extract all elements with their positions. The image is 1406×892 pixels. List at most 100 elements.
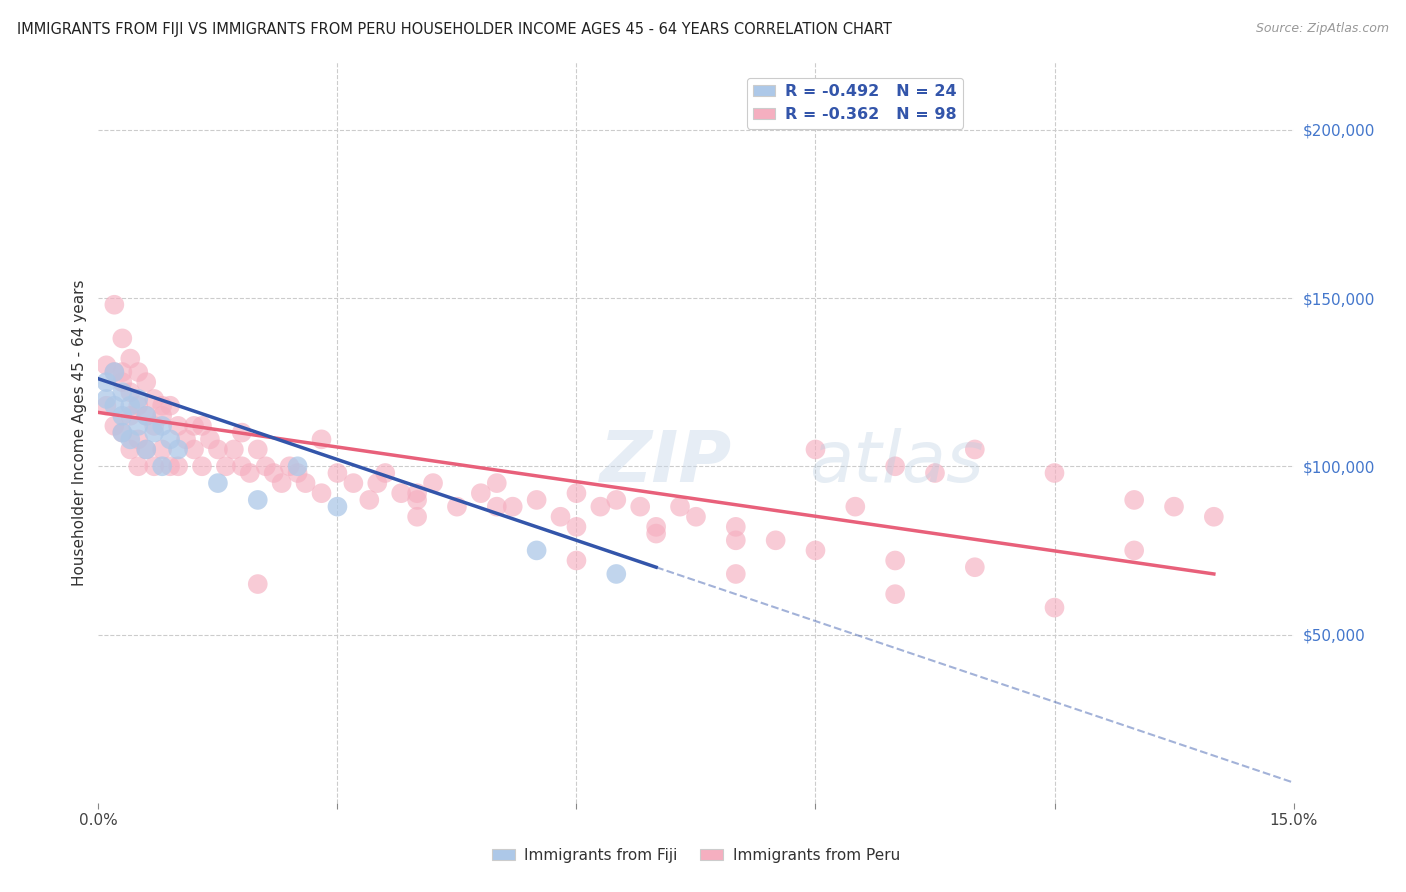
Point bbox=[167, 459, 190, 474]
Point bbox=[103, 365, 125, 379]
Point bbox=[127, 433, 149, 447]
Point bbox=[103, 399, 125, 413]
Point bbox=[470, 486, 492, 500]
Point bbox=[222, 442, 245, 457]
Point bbox=[844, 500, 866, 514]
Point bbox=[135, 442, 157, 457]
Text: IMMIGRANTS FROM FIJI VS IMMIGRANTS FROM PERU HOUSEHOLDER INCOME AGES 45 - 64 YEA: IMMIGRANTS FROM FIJI VS IMMIGRANTS FROM … bbox=[17, 22, 891, 37]
Point bbox=[135, 409, 157, 423]
Text: ZIP: ZIP bbox=[600, 428, 733, 497]
Point bbox=[174, 433, 197, 447]
Text: atlas: atlas bbox=[810, 428, 984, 497]
Point bbox=[724, 520, 747, 534]
Point bbox=[406, 492, 429, 507]
Point bbox=[374, 466, 396, 480]
Point bbox=[804, 442, 827, 457]
Legend: Immigrants from Fiji, Immigrants from Peru: Immigrants from Fiji, Immigrants from Pe… bbox=[486, 842, 905, 869]
Point bbox=[231, 425, 253, 440]
Point bbox=[884, 587, 907, 601]
Point bbox=[685, 509, 707, 524]
Point bbox=[963, 560, 986, 574]
Point bbox=[207, 442, 229, 457]
Point bbox=[111, 409, 134, 423]
Point bbox=[485, 476, 508, 491]
Point bbox=[198, 433, 221, 447]
Point bbox=[207, 476, 229, 491]
Point bbox=[183, 442, 205, 457]
Point bbox=[103, 418, 125, 433]
Point bbox=[246, 492, 269, 507]
Point bbox=[183, 418, 205, 433]
Point bbox=[924, 466, 946, 480]
Point bbox=[263, 466, 285, 480]
Point bbox=[294, 476, 316, 491]
Point bbox=[1043, 600, 1066, 615]
Point bbox=[605, 492, 627, 507]
Point bbox=[406, 486, 429, 500]
Point bbox=[120, 409, 142, 423]
Point bbox=[246, 577, 269, 591]
Point bbox=[406, 509, 429, 524]
Point bbox=[239, 466, 262, 480]
Point bbox=[254, 459, 277, 474]
Point bbox=[191, 418, 214, 433]
Point bbox=[143, 459, 166, 474]
Point bbox=[765, 533, 787, 548]
Point bbox=[111, 375, 134, 389]
Point bbox=[159, 399, 181, 413]
Point bbox=[167, 442, 190, 457]
Y-axis label: Householder Income Ages 45 - 64 years: Householder Income Ages 45 - 64 years bbox=[72, 279, 87, 586]
Point bbox=[127, 399, 149, 413]
Point bbox=[159, 433, 181, 447]
Point bbox=[565, 486, 588, 500]
Point bbox=[111, 331, 134, 345]
Point bbox=[366, 476, 388, 491]
Point bbox=[111, 385, 134, 400]
Point bbox=[502, 500, 524, 514]
Point bbox=[884, 553, 907, 567]
Point bbox=[111, 425, 134, 440]
Point bbox=[287, 466, 309, 480]
Point bbox=[120, 351, 142, 366]
Point bbox=[1202, 509, 1225, 524]
Point bbox=[135, 442, 157, 457]
Point bbox=[167, 418, 190, 433]
Point bbox=[287, 459, 309, 474]
Point bbox=[159, 459, 181, 474]
Point bbox=[589, 500, 612, 514]
Point bbox=[804, 543, 827, 558]
Point bbox=[724, 533, 747, 548]
Point bbox=[120, 442, 142, 457]
Point bbox=[1043, 466, 1066, 480]
Point bbox=[150, 409, 173, 423]
Point bbox=[120, 399, 142, 413]
Point bbox=[120, 385, 142, 400]
Point bbox=[150, 399, 173, 413]
Point bbox=[96, 399, 118, 413]
Point bbox=[963, 442, 986, 457]
Point bbox=[143, 418, 166, 433]
Point bbox=[1123, 492, 1146, 507]
Point bbox=[246, 442, 269, 457]
Point bbox=[645, 520, 668, 534]
Point bbox=[127, 365, 149, 379]
Point bbox=[565, 520, 588, 534]
Point bbox=[550, 509, 572, 524]
Point bbox=[526, 492, 548, 507]
Point bbox=[526, 543, 548, 558]
Point bbox=[1163, 500, 1185, 514]
Point bbox=[215, 459, 238, 474]
Point bbox=[150, 442, 173, 457]
Point bbox=[143, 425, 166, 440]
Point bbox=[191, 459, 214, 474]
Point bbox=[605, 566, 627, 581]
Text: Source: ZipAtlas.com: Source: ZipAtlas.com bbox=[1256, 22, 1389, 36]
Point bbox=[103, 365, 125, 379]
Point bbox=[1123, 543, 1146, 558]
Point bbox=[111, 365, 134, 379]
Point bbox=[446, 500, 468, 514]
Point bbox=[359, 492, 381, 507]
Point bbox=[127, 459, 149, 474]
Point bbox=[103, 298, 125, 312]
Point bbox=[342, 476, 364, 491]
